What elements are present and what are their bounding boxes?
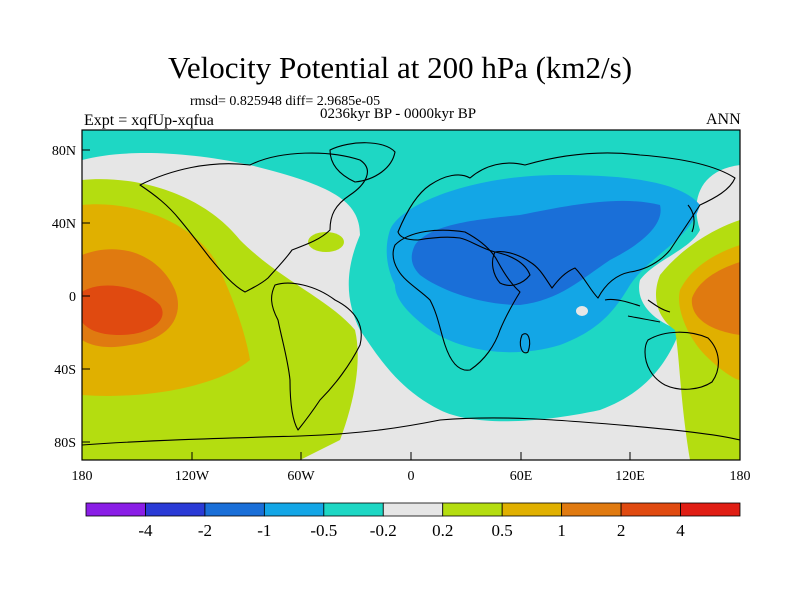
colorbar-label: 2 <box>617 521 626 540</box>
lon-tick-label: 120W <box>175 469 210 484</box>
colorbar-label: -1 <box>257 521 271 540</box>
colorbar-swatch <box>382 502 444 517</box>
lat-tick-label: 80N <box>52 144 76 159</box>
lat-tick-label: 80S <box>54 436 76 451</box>
colorbar-swatch <box>145 502 206 517</box>
lon-axis: 180 120W 60W 0 60E 120E 180 <box>72 452 751 484</box>
colorbar-swatch <box>620 502 681 517</box>
colorbar-label: -2 <box>198 521 212 540</box>
plot-title: Velocity Potential at 200 hPa (km2/s) <box>167 50 633 85</box>
colorbar-swatch <box>561 502 622 517</box>
lon-tick-label: 60E <box>510 469 533 484</box>
season-label: ANN <box>706 111 741 128</box>
colorbar-swatch <box>323 502 384 517</box>
colorbar-label: -0.2 <box>370 521 397 540</box>
lon-tick-label: 60W <box>287 469 315 484</box>
colorbar-swatch <box>263 502 325 517</box>
lat-axis: 80N 40N 0 40S 80S <box>52 144 90 451</box>
colorbar-label: 0.2 <box>432 521 453 540</box>
lon-tick-label: 180 <box>72 469 93 484</box>
colorbar: -4 -2 -1 -0.5 -0.2 0.2 0.5 1 2 4 <box>85 502 741 540</box>
colorbar-swatch <box>85 502 146 517</box>
lat-tick-label: 40S <box>54 363 76 378</box>
colorbar-swatch <box>501 502 563 517</box>
lat-tick-label: 0 <box>69 290 76 305</box>
lon-tick-label: 180 <box>730 469 751 484</box>
lon-tick-label: 0 <box>408 469 415 484</box>
period-label: 0236kyr BP - 0000kyr BP <box>320 106 477 122</box>
stats-label: rmsd= 0.825948 diff= 2.9685e-05 <box>190 94 381 109</box>
colorbar-label: 4 <box>676 521 685 540</box>
lat-tick-label: 40N <box>52 217 76 232</box>
colorbar-label: 0.5 <box>492 521 513 540</box>
experiment-label: Expt = xqfUp-xqfua <box>84 112 214 129</box>
colorbar-label: 1 <box>557 521 566 540</box>
colorbar-label: -0.5 <box>310 521 337 540</box>
colorbar-swatch <box>680 502 741 517</box>
colorbar-swatch <box>204 502 265 517</box>
colorbar-label: -4 <box>138 521 153 540</box>
lon-tick-label: 120E <box>615 469 645 484</box>
contour-fill <box>82 130 740 460</box>
colorbar-swatch <box>442 502 503 517</box>
